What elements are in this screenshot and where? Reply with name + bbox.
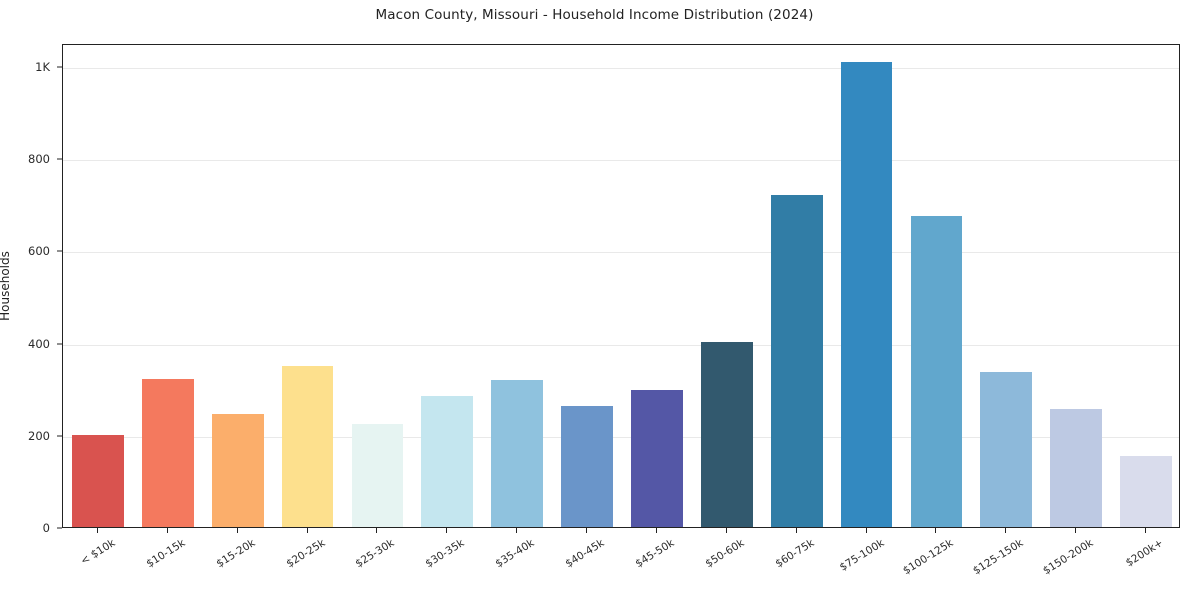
gridlines — [63, 45, 1179, 527]
x-tick-label-4: $25-30k — [353, 537, 397, 571]
x-tick-label-7: $40-45k — [563, 537, 607, 571]
x-tick-mark — [1005, 528, 1007, 533]
y-tick-label-1: 200 — [28, 428, 50, 443]
gridline — [63, 344, 1179, 346]
y-tick-mark — [57, 250, 62, 252]
x-tick-mark — [655, 528, 657, 533]
x-tick-label-3: $20-25k — [283, 537, 327, 571]
x-tick-label-8: $45-50k — [633, 537, 677, 571]
bar-7[interactable] — [561, 406, 613, 527]
y-axis: 0 200 400 600 800 1K — [0, 44, 62, 535]
y-tick-mark — [57, 343, 62, 345]
x-tick-label-2: $15-20k — [213, 537, 258, 571]
x-tick-label-15: $200k+ — [1123, 537, 1166, 570]
bar-1[interactable] — [141, 379, 194, 527]
gridline — [63, 252, 1179, 254]
x-tick-mark — [865, 528, 867, 533]
bar-8[interactable] — [631, 390, 683, 527]
x-tick-mark — [166, 528, 168, 533]
y-tick-label-5: 1K — [35, 60, 50, 75]
chart-title: Macon County, Missouri - Household Incom… — [375, 7, 814, 23]
x-tick-mark — [236, 528, 238, 533]
gridline — [63, 160, 1179, 162]
x-tick-mark — [586, 528, 588, 533]
y-tick-mark — [57, 66, 62, 68]
x-tick-mark — [306, 528, 308, 533]
x-tick-label-13: $125-150k — [971, 537, 1026, 578]
x-tick-mark — [725, 528, 727, 533]
bar-13[interactable] — [980, 371, 1033, 527]
x-tick-label-1: $10-15k — [144, 537, 188, 571]
y-tick-mark — [57, 435, 62, 437]
bar-3[interactable] — [281, 366, 334, 527]
x-tick-mark — [1145, 528, 1147, 533]
x-tick-label-9: $50-60k — [703, 537, 747, 571]
y-tick-label-3: 600 — [28, 244, 50, 259]
x-tick-mark — [935, 528, 937, 533]
y-axis-title: Households — [0, 251, 12, 321]
x-tick-mark — [516, 528, 518, 533]
bar-5[interactable] — [421, 395, 474, 527]
bar-series — [63, 45, 1179, 527]
x-tick-label-10: $60-75k — [772, 537, 817, 571]
x-tick-label-6: $35-40k — [493, 537, 537, 571]
gridline — [63, 436, 1179, 438]
x-tick-mark — [795, 528, 797, 533]
y-tick-mark — [57, 158, 62, 160]
bar-15[interactable] — [1120, 456, 1172, 527]
y-tick-label-0: 0 — [42, 521, 50, 535]
y-tick-label-4: 800 — [28, 152, 50, 167]
x-tick-mark — [446, 528, 448, 533]
bar-2[interactable] — [211, 413, 264, 527]
bar-0[interactable] — [72, 434, 124, 527]
bar-11[interactable] — [840, 62, 893, 527]
bar-10[interactable] — [770, 194, 823, 527]
x-tick-label-12: $100-125k — [901, 537, 956, 578]
x-tick-label-14: $150-200k — [1041, 537, 1096, 578]
gridline — [63, 68, 1179, 70]
bar-9[interactable] — [700, 341, 753, 527]
bar-4[interactable] — [351, 424, 404, 527]
bar-14[interactable] — [1050, 409, 1103, 527]
x-tick-mark — [96, 528, 98, 533]
y-tick-label-2: 400 — [28, 336, 50, 351]
x-tick-mark — [376, 528, 378, 533]
x-tick-label-0: < $10k — [78, 537, 118, 568]
x-tick-mark — [1075, 528, 1077, 533]
x-tick-label-5: $30-35k — [423, 537, 467, 571]
x-axis: < $10k $10-15k $15-20k $20-25k $25-30k $30-35… — [62, 528, 1180, 590]
x-tick-label-11: $75-100k — [837, 537, 886, 574]
bar-6[interactable] — [491, 379, 544, 527]
plot-area — [62, 44, 1180, 528]
bar-12[interactable] — [910, 216, 963, 527]
y-tick-mark — [57, 527, 62, 529]
